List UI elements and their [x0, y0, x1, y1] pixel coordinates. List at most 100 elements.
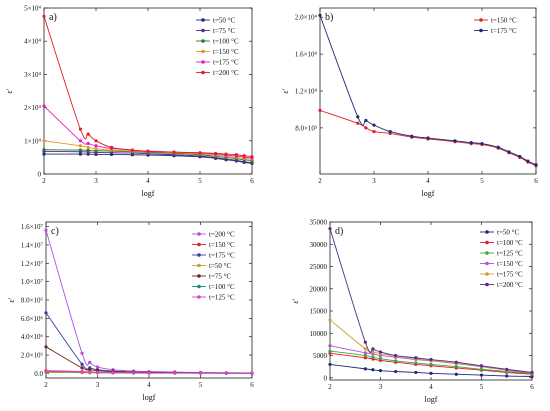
panel-1: 2 3 4 5 6 0 1×10⁴ 2×10⁴ 3×10⁴ 4×10⁴ 5×10⁴ logf ε′ a) t…: [5, 5, 254, 199]
legend-label: t=50 °C: [213, 17, 235, 25]
legend-swatch-marker: [485, 261, 489, 266]
y-tick-label: 3×10⁴: [24, 71, 41, 79]
data-point: [111, 370, 115, 375]
data-point: [318, 13, 322, 17]
y-tick-label: 1.2×10⁷: [21, 260, 44, 268]
panel-label: b): [325, 12, 333, 23]
data-point: [328, 227, 332, 231]
data-point: [80, 362, 84, 366]
legend-label: t=50 °C: [209, 262, 231, 270]
data-point: [94, 147, 98, 151]
data-point: [86, 132, 90, 136]
data-point: [78, 139, 82, 143]
data-point: [429, 362, 433, 367]
data-point: [328, 362, 332, 367]
data-point: [378, 350, 383, 354]
y-axis-label: ε′: [5, 88, 14, 93]
legend-label: t=175 °C: [497, 271, 523, 279]
data-point: [496, 145, 500, 149]
data-point: [394, 369, 398, 374]
data-point: [198, 371, 203, 375]
x-tick-label: 4: [429, 383, 433, 391]
legend-label: t=125 °C: [497, 250, 523, 258]
data-point: [172, 150, 176, 154]
x-tick-label: 6: [250, 381, 254, 389]
legend-swatch-marker: [201, 60, 205, 64]
data-point: [88, 370, 92, 374]
y-tick-label: 0.0: [34, 370, 43, 378]
legend-label: t=200 °C: [497, 281, 523, 289]
y-tick-label: 0: [38, 171, 42, 179]
legend-label: t=200 °C: [213, 69, 239, 77]
data-point: [318, 108, 322, 112]
legend: t=50 °C t=75 °C t=100 °C t=150 °C t=175 °C t=…: [196, 17, 239, 77]
legend-swatch-marker: [201, 70, 205, 75]
x-axis-label: logf: [142, 189, 155, 198]
legend-label: t=200 °C: [209, 231, 235, 239]
legend-swatch-marker: [197, 242, 201, 247]
data-point: [479, 364, 484, 368]
data-point: [94, 144, 98, 148]
legend-swatch-marker: [197, 263, 201, 268]
data-point: [44, 345, 48, 349]
data-point: [250, 155, 254, 159]
data-point: [94, 139, 98, 143]
data-point: [78, 152, 82, 156]
data-point: [414, 361, 418, 365]
data-point: [42, 139, 46, 143]
legend-swatch-marker: [485, 272, 489, 276]
x-axis-label: logf: [143, 393, 156, 402]
y-tick-label: 30000: [310, 241, 328, 249]
x-tick-label: 2: [42, 177, 46, 185]
y-tick-label: 25000: [310, 263, 328, 271]
data-point: [364, 126, 368, 130]
data-point: [530, 374, 534, 379]
data-point: [42, 148, 46, 152]
legend-swatch-marker: [197, 284, 201, 289]
data-point: [429, 357, 433, 362]
data-point: [88, 368, 92, 372]
x-tick-label: 4: [146, 177, 150, 185]
data-point: [454, 360, 458, 364]
data-point: [78, 148, 82, 152]
y-tick-label: 1.6×10⁷: [21, 223, 44, 231]
data-point: [526, 159, 530, 163]
data-point: [410, 134, 414, 138]
data-point: [518, 154, 522, 159]
legend-swatch-marker: [479, 18, 483, 22]
legend-swatch-marker: [485, 230, 489, 234]
data-point: [363, 356, 367, 360]
data-point: [454, 372, 458, 376]
legend-label: t=75 °C: [209, 273, 231, 281]
x-axis-label: logf: [425, 395, 438, 404]
data-point: [86, 141, 90, 146]
legend-swatch-marker: [197, 295, 201, 299]
legend-swatch-marker: [201, 39, 205, 43]
data-point: [42, 152, 46, 156]
data-point: [224, 371, 228, 375]
data-point: [242, 154, 246, 158]
data-point: [328, 351, 332, 355]
x-tick-label: 3: [379, 383, 383, 391]
y-tick-label: 1.6×10⁴: [295, 51, 318, 59]
x-tick-label: 6: [530, 383, 534, 391]
y-tick-label: 2.0×10⁴: [295, 14, 318, 22]
y-tick-label: 8.0×10⁶: [21, 297, 44, 305]
data-point: [394, 353, 398, 358]
data-point: [530, 370, 534, 375]
data-point: [363, 347, 367, 351]
x-tick-label: 6: [534, 177, 538, 185]
legend-label: t=150 °C: [497, 260, 523, 268]
data-point: [414, 370, 418, 375]
x-tick-label: 5: [480, 177, 484, 185]
data-point: [371, 350, 375, 354]
data-point: [78, 127, 82, 131]
legend: t=150 °C t=175 °C: [474, 17, 517, 35]
legend-label: t=175 °C: [213, 59, 239, 67]
data-point: [469, 141, 473, 145]
data-point: [534, 163, 538, 167]
data-point: [356, 121, 360, 125]
x-tick-label: 5: [480, 383, 484, 391]
data-point: [80, 366, 84, 370]
